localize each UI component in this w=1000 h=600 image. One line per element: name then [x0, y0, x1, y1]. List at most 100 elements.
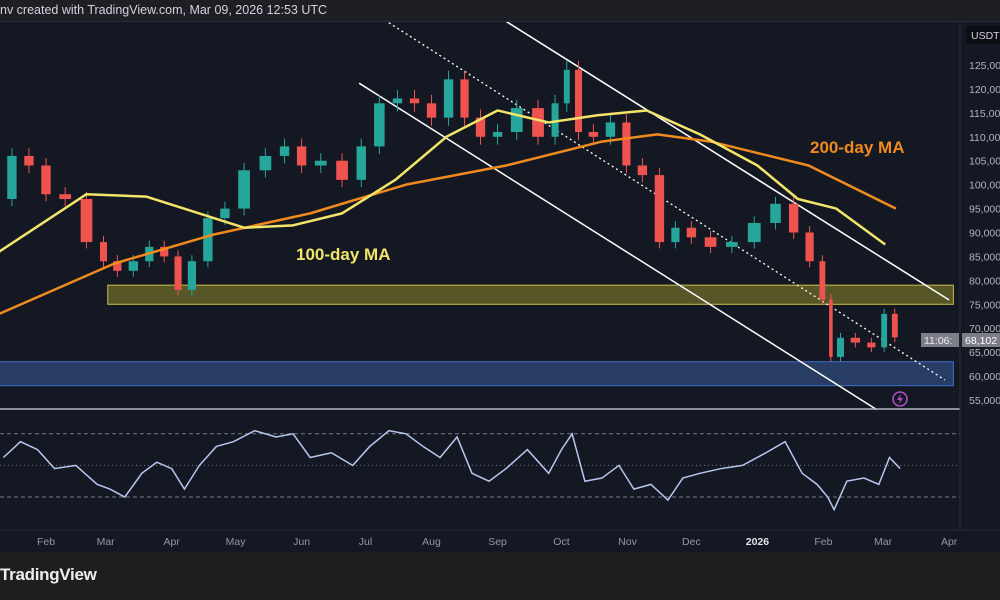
candle: [747, 222, 761, 243]
candle: [174, 256, 182, 290]
candle: [409, 98, 420, 104]
ma100-label: 100-day MA: [296, 245, 390, 264]
price-tick: 85,000: [969, 251, 1000, 263]
candle: [24, 155, 34, 166]
time-tick: Apr: [941, 536, 958, 548]
candle: [622, 122, 631, 166]
candle: [671, 227, 680, 243]
demand-zone[interactable]: [0, 361, 954, 387]
attribution-text: nv created with TradingView.com, Mar 09,…: [0, 3, 328, 17]
time-tick: Jun: [293, 536, 310, 548]
ma200-line: [0, 133, 897, 315]
candle: [891, 313, 898, 338]
countdown-tag: [921, 333, 959, 347]
candle: [532, 108, 544, 137]
support-zone[interactable]: [107, 284, 954, 305]
price-tick: 60,000: [969, 371, 1000, 383]
candle: [637, 165, 648, 176]
candle: [686, 227, 697, 238]
candle: [492, 132, 503, 137]
candle: [203, 218, 213, 262]
candle: [881, 313, 888, 348]
price-tick: 115,000: [969, 108, 1000, 120]
time-tick: Mar: [97, 536, 116, 548]
time-tick: Feb: [37, 536, 55, 548]
price-tick: 110,000: [969, 132, 1000, 144]
candle: [314, 160, 327, 166]
candle: [259, 155, 272, 171]
candle: [829, 299, 833, 357]
price-tick: 120,000: [969, 84, 1000, 96]
candle: [605, 122, 616, 137]
ma200-label: 200-day MA: [810, 138, 904, 157]
candle: [850, 337, 861, 343]
candle: [356, 146, 366, 180]
price-tick: 55,000: [969, 395, 1000, 407]
price-axis[interactable]: [960, 22, 1000, 530]
countdown: 11:06:: [924, 335, 952, 347]
time-tick: 2026: [746, 536, 770, 548]
time-tick: Nov: [618, 536, 637, 548]
candle: [805, 232, 814, 262]
price-tick: 95,000: [969, 204, 1000, 216]
tradingview-logo: TradingView: [0, 565, 97, 584]
candle: [460, 79, 469, 118]
last-price-tag: [962, 333, 1000, 347]
candle: [426, 103, 437, 118]
price-tick: 90,000: [969, 228, 1000, 240]
candle: [574, 69, 583, 133]
candle: [59, 194, 72, 200]
trendline-dotted[interactable]: [385, 22, 946, 381]
time-tick: Oct: [553, 536, 569, 548]
time-tick: Jul: [359, 536, 372, 548]
candle: [510, 108, 523, 133]
candle: [113, 261, 122, 271]
time-tick: Aug: [422, 536, 441, 548]
candle: [867, 342, 876, 348]
price-tick: 80,000: [969, 275, 1000, 287]
candle: [296, 146, 307, 166]
candle: [392, 98, 403, 104]
candle: [551, 103, 559, 137]
time-tick: Mar: [874, 536, 893, 548]
price-tick: 70,000: [969, 323, 1000, 335]
candle: [41, 165, 51, 195]
candle: [443, 79, 454, 118]
candle: [788, 203, 799, 233]
price-tick: 100,000: [969, 180, 1000, 192]
candle: [588, 132, 599, 137]
candle: [336, 160, 348, 180]
time-axis[interactable]: [0, 530, 1000, 552]
candle: [770, 203, 781, 223]
candle: [7, 155, 17, 200]
candle: [80, 199, 93, 243]
candle: [654, 175, 665, 243]
lightning-icon[interactable]: [892, 391, 908, 407]
time-tick: May: [226, 536, 247, 548]
time-tick: Dec: [682, 536, 701, 548]
candle: [279, 146, 290, 156]
candle: [563, 69, 570, 104]
price-tick: 75,000: [969, 299, 1000, 311]
candle: [374, 103, 385, 147]
candle: [726, 242, 738, 247]
price-tick: 105,000: [969, 156, 1000, 168]
candle: [99, 242, 108, 262]
price-chart[interactable]: 200-day MA 100-day MA 80.0060.0040.0020.…: [0, 22, 1000, 552]
candle: [128, 261, 139, 271]
candle: [836, 337, 845, 357]
price-tick: 65,000: [969, 347, 1000, 359]
candle: [475, 117, 486, 137]
candle: [704, 237, 717, 247]
candle: [220, 208, 230, 219]
rsi-line: [2, 429, 901, 512]
time-tick: Sep: [488, 536, 507, 548]
candle: [187, 261, 197, 290]
currency-button[interactable]: [966, 26, 1000, 44]
last-price: 68,102: [965, 335, 997, 347]
candle: [160, 246, 169, 257]
candle: [238, 170, 250, 209]
candle: [819, 261, 826, 300]
time-tick: Feb: [814, 536, 832, 548]
time-tick: Apr: [163, 536, 180, 548]
